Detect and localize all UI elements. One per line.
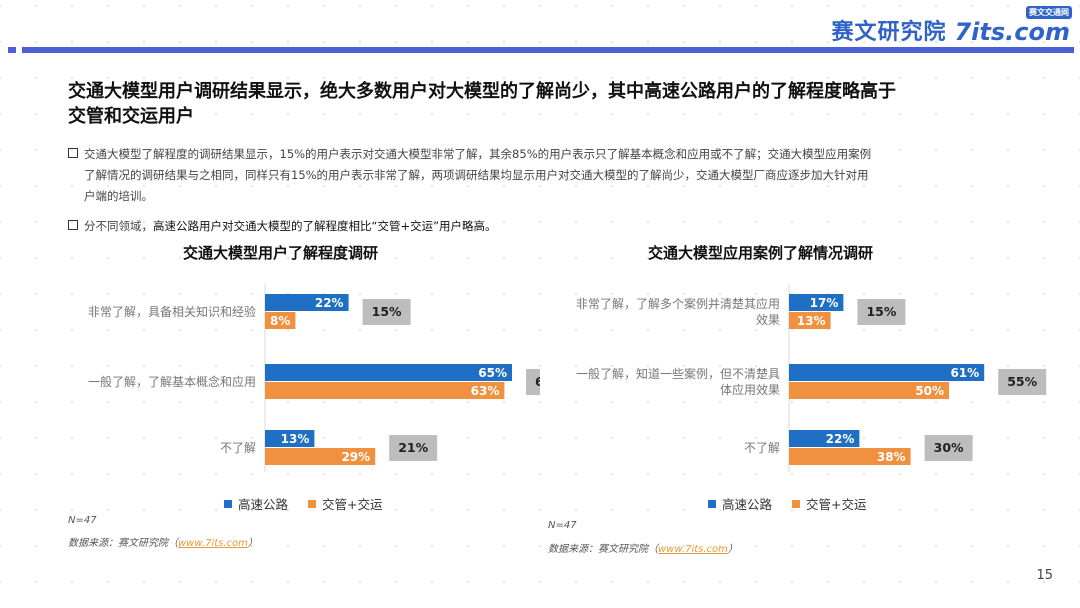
bullet-2-emphasis: 高速公路用户对交通大模型的了解程度相比“交管+交运”用户略高。 <box>153 219 497 233</box>
bar-highway <box>789 430 860 447</box>
bar-value-label: 8% <box>270 314 290 328</box>
category-label: 非常了解，具备相关知识和经验 <box>88 304 256 319</box>
bar-value-label: 38% <box>877 450 906 464</box>
bar-value-label: 65% <box>478 366 507 380</box>
bullet-box-icon <box>68 148 78 158</box>
overall-value-label: 55% <box>1007 374 1037 389</box>
bar-value-label: 22% <box>826 432 855 446</box>
legend-swatch-traffic <box>308 500 316 508</box>
brand-tag: 赛文交通网 <box>1026 6 1072 19</box>
legend-label: 高速公路 <box>238 497 289 512</box>
chart-1-source-prefix: 数据来源：赛文研究院（ <box>68 538 178 549</box>
overall-value-box <box>526 369 540 395</box>
bar-value-label: 29% <box>341 450 370 464</box>
chart-1: 非常了解，具备相关知识和经验 22% 8% 15% 一般了解，了解基本概念和应用 65% 6… <box>88 284 540 512</box>
brand-header-bar <box>22 47 1074 53</box>
bullet-1-line-3: 户端的培训。 <box>84 189 153 203</box>
brand-domain: 7its.com <box>954 18 1070 46</box>
chart-1-note: N=47 <box>68 515 97 526</box>
bar-highway <box>265 294 349 311</box>
bar-highway <box>789 364 985 381</box>
bar-value-label: 13% <box>797 314 826 328</box>
overall-value-box <box>362 299 411 325</box>
overall-value-label: 64% <box>535 374 540 389</box>
bullet-1-line-1: 交通大模型了解程度的调研结果显示，15%的用户表示对交通大模型非常了解，其余85… <box>84 147 872 161</box>
chart-2-note: N=47 <box>548 520 577 531</box>
bar-value-label: 22% <box>315 296 344 310</box>
overall-value-box <box>389 435 438 461</box>
bar-highway <box>265 364 512 381</box>
brand-name-en: 7its.com 赛文交通网 <box>954 6 1072 46</box>
bullet-box-icon <box>68 220 78 230</box>
chart-1-source-suffix: ） <box>247 538 258 549</box>
bar-traffic <box>789 382 949 399</box>
brand-logo: 赛文研究院 7its.com 赛文交通网 <box>831 6 1072 46</box>
brand-accent-square <box>8 47 16 53</box>
bar-highway <box>789 294 844 311</box>
bar-traffic <box>789 448 911 465</box>
chart-2-source-suffix: ） <box>727 544 738 555</box>
brand-name-cn: 赛文研究院 <box>831 20 947 45</box>
category-label: 一般了解，了解基本概念和应用 <box>88 374 256 389</box>
legend-swatch-traffic <box>792 500 800 508</box>
category-label: 体应用效果 <box>720 382 780 397</box>
bar-traffic <box>789 312 831 329</box>
overall-value-label: 30% <box>934 440 964 455</box>
bar-traffic <box>265 382 505 399</box>
overall-value-label: 15% <box>372 304 402 319</box>
overall-value-box <box>998 369 1047 395</box>
legend-swatch-highway <box>224 500 232 508</box>
category-label: 不了解 <box>744 441 780 455</box>
legend-label: 交管+交运 <box>322 497 383 512</box>
bar-traffic <box>265 312 296 329</box>
chart-2-title: 交通大模型应用案例了解情况调研 <box>648 244 874 262</box>
chart-1-source-link[interactable]: www.7its.com <box>178 538 248 549</box>
bar-traffic <box>265 448 376 465</box>
overall-value-label: 21% <box>398 440 428 455</box>
bullet-1: 交通大模型了解程度的调研结果显示，15%的用户表示对交通大模型非常了解，其余85… <box>68 144 1018 207</box>
category-label: 效果 <box>756 312 780 327</box>
overall-value-box <box>857 299 906 325</box>
overall-value-label: 15% <box>866 304 896 319</box>
bar-highway <box>265 430 315 447</box>
chart-2-source: 数据来源：赛文研究院（www.7its.com） <box>548 540 738 555</box>
bar-value-label: 63% <box>471 384 500 398</box>
chart-1-title: 交通大模型用户了解程度调研 <box>183 244 379 262</box>
category-label: 非常了解，了解多个案例并清楚其应用 <box>576 296 780 311</box>
bullet-2: 分不同领域，高速公路用户对交通大模型的了解程度相比“交管+交运”用户略高。 <box>68 216 1018 237</box>
bar-value-label: 61% <box>950 366 979 380</box>
chart-2-source-link[interactable]: www.7its.com <box>658 544 728 555</box>
headline-line-1: 交通大模型用户调研结果显示，绝大多数用户对大模型的了解尚少，其中高速公路用户的了… <box>68 81 896 102</box>
legend-swatch-highway <box>708 500 716 508</box>
chart-2-source-prefix: 数据来源：赛文研究院（ <box>548 544 658 555</box>
page-headline: 交通大模型用户调研结果显示，绝大多数用户对大模型的了解尚少，其中高速公路用户的了… <box>68 79 1018 129</box>
bar-value-label: 13% <box>281 432 310 446</box>
legend-label: 高速公路 <box>722 497 773 512</box>
overall-value-box <box>924 435 973 461</box>
category-label: 一般了解，知道一些案例，但不清楚具 <box>576 366 780 381</box>
bullet-1-line-2: 了解情况的调研结果与之相同，同样只有15%的用户表示非常了解，两项调研结果均显示… <box>84 168 869 182</box>
chart-1-source: 数据来源：赛文研究院（www.7its.com） <box>68 534 258 549</box>
bullet-2-prefix: 分不同领域， <box>84 219 153 233</box>
headline-line-2: 交管和交运用户 <box>68 106 194 127</box>
bar-value-label: 50% <box>915 384 944 398</box>
page-number: 15 <box>1036 568 1053 583</box>
bar-value-label: 17% <box>810 296 839 310</box>
category-label: 不了解 <box>220 441 256 455</box>
legend-label: 交管+交运 <box>806 497 867 512</box>
